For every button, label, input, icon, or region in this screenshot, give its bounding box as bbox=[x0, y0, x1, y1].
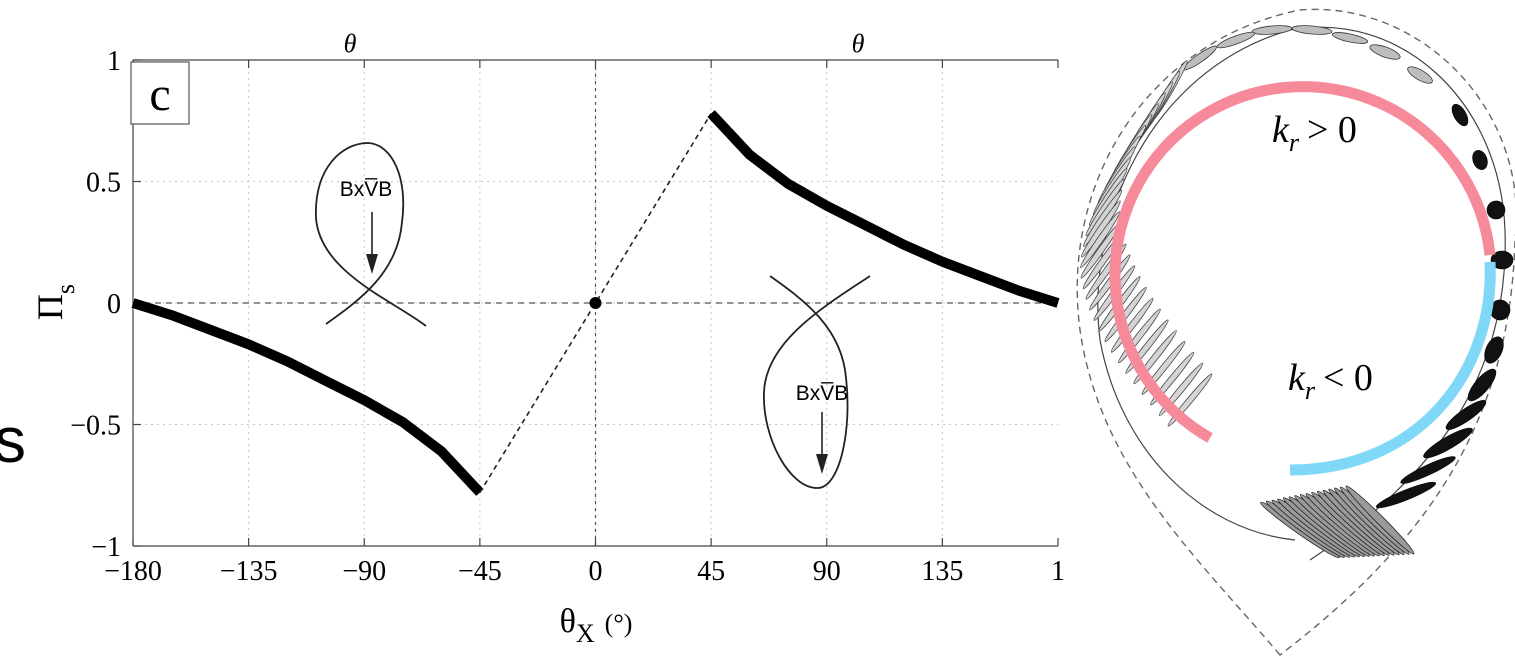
top-axis-label-right: θ bbox=[852, 29, 865, 58]
x-tick-label: −90 bbox=[342, 556, 386, 587]
light-ellipse-marker bbox=[1251, 25, 1293, 35]
y-tick-label: 0.5 bbox=[86, 168, 121, 199]
kr-negative-label: kr < 0 bbox=[1288, 357, 1373, 405]
x-tick-label: 135 bbox=[921, 556, 963, 587]
negative-kr-arc bbox=[1289, 261, 1496, 476]
svg-text:Πs: Πs bbox=[30, 284, 80, 320]
light-ellipse-marker bbox=[1291, 25, 1333, 35]
dark-ellipse-marker bbox=[1472, 150, 1488, 170]
kr-negative-sub: r bbox=[1305, 376, 1316, 405]
x-axis-label-unit: (°) bbox=[605, 609, 633, 638]
inset-annotation-upper: BxV̅B bbox=[340, 178, 393, 201]
y-tick-label: −0.5 bbox=[70, 411, 121, 442]
x-tick-label: 90 bbox=[813, 556, 841, 587]
fan-ellipse-group bbox=[1260, 485, 1415, 559]
kr-negative-var: k bbox=[1288, 357, 1306, 399]
outer-dashed-boundary bbox=[1076, 8, 1515, 656]
x-axis-label-symbol: θ bbox=[560, 603, 576, 640]
dark-ellipse-group bbox=[1375, 103, 1514, 509]
top-axis-label-left: θ bbox=[344, 29, 357, 58]
dark-ellipse-marker bbox=[1467, 368, 1497, 402]
panel-label: c bbox=[149, 68, 170, 121]
dark-ellipse-marker bbox=[1451, 103, 1469, 127]
light-ellipse-marker bbox=[1183, 45, 1217, 71]
x-tick-label: 0 bbox=[589, 556, 603, 587]
y-tick-label: 0 bbox=[107, 289, 121, 320]
kr-positive-relation: > 0 bbox=[1307, 109, 1357, 151]
inset-annotation-lower: BxV̅B bbox=[796, 382, 849, 405]
series-2-line bbox=[707, 110, 1060, 308]
x-tick-label: −180 bbox=[104, 556, 162, 587]
y-tick-label: −1 bbox=[91, 532, 121, 563]
series-1-line bbox=[479, 113, 712, 493]
y-axis-label-subscript: s bbox=[51, 284, 80, 294]
dark-ellipse-marker bbox=[1400, 456, 1456, 484]
arrow-head-upper bbox=[366, 254, 378, 274]
dark-ellipse-marker bbox=[1484, 336, 1504, 364]
torus-diagram: kr > 0 kr < 0 bbox=[1076, 8, 1515, 656]
kr-positive-var: k bbox=[1272, 109, 1290, 151]
inset-loop-lower: BxV̅B bbox=[763, 275, 871, 489]
dark-ellipse-marker bbox=[1375, 481, 1437, 509]
y-tick-label: 1 bbox=[107, 46, 121, 77]
x-tick-label: 45 bbox=[697, 556, 725, 587]
light-ellipse-group bbox=[1080, 25, 1433, 427]
x-tick-label: 1 bbox=[1051, 556, 1065, 587]
dark-ellipse-marker bbox=[1445, 400, 1487, 430]
left-fragment-text: s bbox=[0, 404, 26, 476]
dark-ellipse-marker bbox=[1486, 200, 1506, 220]
inset-loop-upper: BxV̅B bbox=[315, 142, 427, 327]
dark-ellipse-marker bbox=[1490, 250, 1514, 270]
light-ellipse-marker bbox=[1331, 32, 1369, 44]
arrow-head-lower bbox=[816, 454, 828, 474]
panel-label-box bbox=[130, 61, 190, 125]
chart-panel: −180 −135 −90 −45 0 45 90 135 1 −1 −0.5 0 0.5 1 c θ θ… bbox=[30, 29, 1065, 648]
light-ellipse-marker bbox=[1216, 31, 1256, 49]
left-ellipse-marker bbox=[1080, 211, 1121, 269]
x-axis-label-subscript: X bbox=[576, 619, 595, 648]
origin-point bbox=[589, 297, 602, 309]
series-layer bbox=[131, 110, 1060, 496]
x-tick-label: −45 bbox=[458, 556, 502, 587]
kr-positive-label: kr > 0 bbox=[1272, 109, 1357, 157]
fan-ellipse-marker bbox=[1345, 485, 1415, 555]
series-0-line bbox=[131, 298, 484, 496]
kr-negative-relation: < 0 bbox=[1323, 357, 1373, 399]
light-ellipse-marker bbox=[1369, 44, 1401, 60]
y-axis-label: Πs bbox=[30, 284, 80, 320]
x-tick-label: −135 bbox=[220, 556, 278, 587]
kr-positive-sub: r bbox=[1289, 128, 1300, 157]
tick-labels: −180 −135 −90 −45 0 45 90 135 1 −1 −0.5 0 0.5 1 bbox=[70, 46, 1065, 587]
light-ellipse-marker bbox=[1407, 66, 1433, 84]
x-axis-label: θX (°) bbox=[560, 603, 633, 648]
y-axis-label-symbol: Π bbox=[30, 294, 70, 320]
positive-kr-arc bbox=[1109, 81, 1496, 443]
dark-ellipse-marker bbox=[1423, 427, 1473, 459]
